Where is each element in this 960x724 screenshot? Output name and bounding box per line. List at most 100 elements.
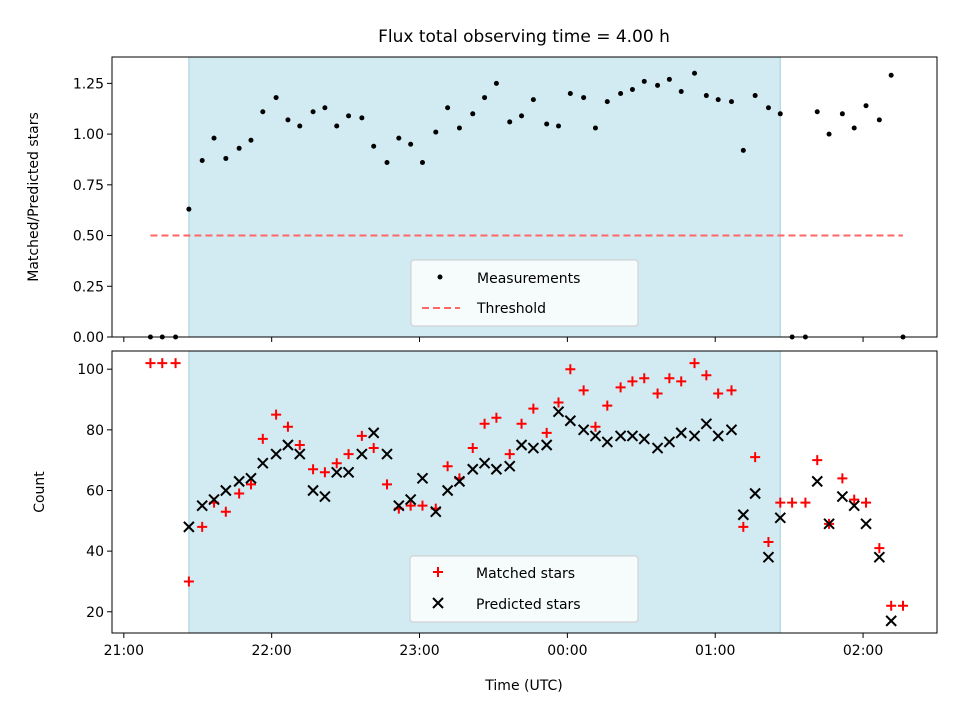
matched-star-point <box>787 497 798 508</box>
matched-star-point <box>639 373 650 384</box>
measurement-point <box>604 99 610 105</box>
measurement-point <box>211 135 217 141</box>
measurement-point <box>888 72 894 78</box>
measurement-point <box>334 123 340 129</box>
y-tick-label: 40 <box>86 544 104 560</box>
predicted-star-point <box>601 436 614 448</box>
matched-star-point <box>726 385 737 396</box>
predicted-star-point <box>811 475 823 488</box>
matched-star-point <box>245 479 256 490</box>
x-tick-label: 21:00 <box>104 643 144 659</box>
measurement-point <box>482 95 488 101</box>
measurement-point <box>384 160 390 166</box>
predicted-star-point <box>441 484 454 497</box>
matched-star-point <box>257 433 268 444</box>
measurement-point <box>456 125 462 131</box>
predicted-star-point <box>540 439 553 451</box>
measurement-point <box>507 119 513 125</box>
matched-star-point <box>308 464 319 475</box>
measurement-point <box>728 99 734 105</box>
measurement-point <box>556 123 562 129</box>
predicted-star-point <box>282 439 294 451</box>
matched-star-point <box>504 449 515 460</box>
measurement-point <box>740 147 746 153</box>
x-tick-label: 00:00 <box>547 643 587 659</box>
matched-star-point <box>775 497 786 508</box>
predicted-star-point <box>577 424 590 436</box>
predicted-star-point <box>257 457 269 469</box>
predicted-star-point <box>208 493 220 506</box>
predicted-star-point <box>651 442 664 454</box>
x-axis-label: Time (UTC) <box>484 678 562 694</box>
measurement-point <box>408 141 414 147</box>
predicted-star-point <box>675 427 687 439</box>
ratio-panel-ylabel: Matched/Predicted stars <box>26 112 42 282</box>
predicted-star-point <box>245 472 257 485</box>
measurement-point <box>666 76 672 82</box>
measurement-point <box>678 88 684 94</box>
matched-star-point <box>897 600 908 611</box>
predicted-star-point <box>504 460 516 472</box>
measurement-point <box>692 70 698 76</box>
matched-star-point <box>615 382 626 393</box>
measurement-point <box>223 155 229 161</box>
matched-star-point <box>565 364 576 375</box>
matched-star-point <box>467 443 478 454</box>
predicted-legend-label: Predicted stars <box>476 597 581 613</box>
x-tick-label: 22:00 <box>251 643 291 659</box>
predicted-star-point <box>294 448 306 460</box>
matched-star-point <box>220 506 231 517</box>
measurement-point <box>863 103 869 109</box>
predicted-star-point <box>430 506 442 518</box>
predicted-star-point <box>467 463 479 475</box>
count-panel-frame <box>111 350 938 634</box>
matched-star-point <box>405 500 416 511</box>
predicted-star-point <box>270 448 282 460</box>
measurement-point <box>519 113 525 119</box>
predicted-star-point <box>356 448 368 460</box>
measurement-point <box>359 115 365 121</box>
matched-star-point <box>602 400 613 411</box>
measurement-point <box>876 117 882 123</box>
measurement-point <box>199 157 205 163</box>
measurements-legend-label: Measurements <box>477 271 580 287</box>
predicted-star-point <box>307 484 319 497</box>
predicted-star-point <box>700 418 713 430</box>
measurement-point <box>752 93 758 99</box>
measurement-point <box>419 160 425 166</box>
matched-star-point <box>157 358 168 369</box>
matched-star-point <box>738 521 749 532</box>
matched-star-point <box>590 421 601 432</box>
matched-star-point <box>319 467 330 478</box>
matched-star-point <box>271 409 282 420</box>
measurement-point <box>260 109 266 115</box>
count-panel-ylabel: Count <box>32 471 48 513</box>
predicted-star-point <box>527 442 540 454</box>
matched-star-point <box>541 427 552 438</box>
predicted-star-point <box>737 509 750 521</box>
chart-title: Flux total observing time = 4.00 h <box>378 27 670 47</box>
predicted-star-point <box>220 484 232 497</box>
matched-star-point <box>763 537 774 548</box>
matched-star-point <box>701 370 712 381</box>
y-tick-label: 0.00 <box>73 330 104 346</box>
predicted-star-point <box>319 490 331 503</box>
measurement-point <box>396 135 402 141</box>
matched-star-point <box>713 388 724 399</box>
matched-star-point <box>382 479 392 490</box>
predicted-star-point <box>404 493 417 506</box>
predicted-star-point <box>453 475 466 488</box>
measurement-point <box>470 111 476 117</box>
measurement-point <box>777 111 783 117</box>
matched-star-point <box>800 497 811 508</box>
measurement-point <box>655 82 661 88</box>
predicted-star-point <box>552 405 565 418</box>
matched-star-point <box>282 421 293 432</box>
predicted-star-point <box>393 499 405 512</box>
matched-star-point <box>553 397 564 408</box>
measurement-point <box>567 91 573 97</box>
measurement-point <box>703 93 709 99</box>
matched-star-point <box>516 418 527 429</box>
y-tick-label: 1.00 <box>73 127 104 143</box>
